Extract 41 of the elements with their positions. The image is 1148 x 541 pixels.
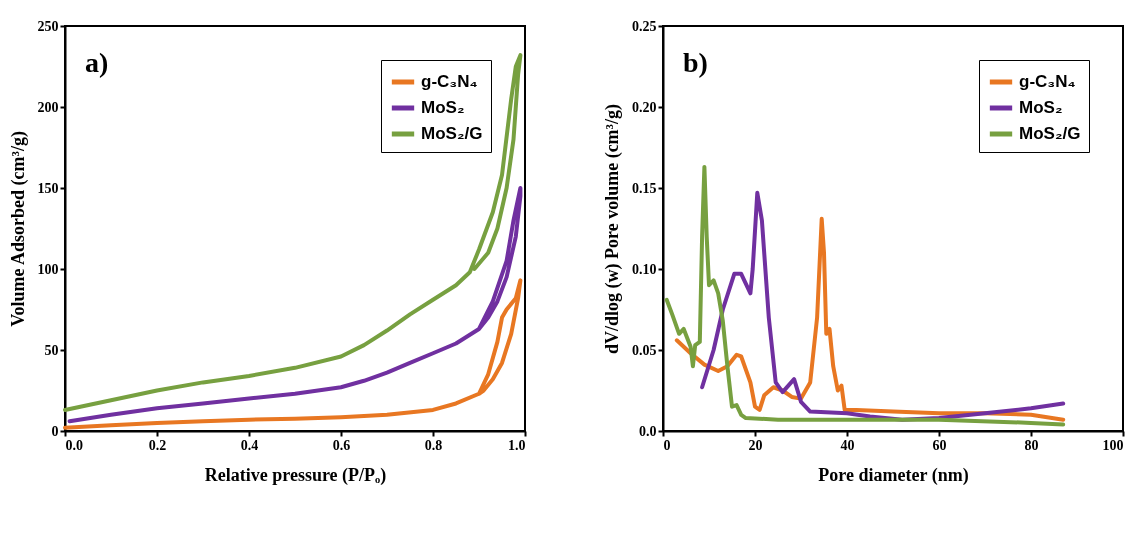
y-tick-label: 150: [37, 180, 59, 196]
legend-label: MoS₂/G: [1019, 124, 1081, 143]
x-tick-label: 0.6: [332, 437, 351, 453]
y-tick-label: 0.0: [639, 423, 657, 439]
y-axis-title: dV/dlog (w) Pore volume (cm³/g): [602, 103, 623, 355]
x-tick-label: 0.8: [424, 437, 443, 453]
x-tick-label: 0.4: [240, 437, 259, 453]
y-tick-label: 0.20: [632, 99, 657, 115]
legend-label: MoS₂: [421, 98, 465, 117]
x-axis-title: Pore diameter (nm): [818, 464, 969, 486]
y-tick-label: 100: [37, 261, 59, 277]
legend-label: g-C₃N₄: [1019, 72, 1076, 91]
x-tick-label: 60: [932, 437, 947, 453]
line-series: [67, 186, 523, 424]
line-series: [63, 278, 523, 430]
x-tick-label: 0.2: [148, 437, 167, 453]
legend-label: MoS₂/G: [421, 124, 483, 143]
x-tick-label: 80: [1024, 437, 1039, 453]
y-tick-label: 0.05: [632, 342, 657, 358]
x-tick-label: 100: [1102, 437, 1124, 453]
y-tick-label: 0: [51, 423, 59, 439]
y-tick-label: 250: [37, 18, 59, 34]
x-tick-label: 1.0: [508, 437, 526, 453]
x-tick-label: 0: [663, 437, 671, 453]
legend-label: g-C₃N₄: [421, 72, 478, 91]
y-axis-title: Volume Adsorbed (cm³/g): [7, 131, 29, 327]
y-tick-label: 200: [37, 99, 59, 115]
y-tick-label: 0.25: [632, 18, 657, 34]
x-tick-label: 0.0: [65, 437, 83, 453]
line-series: [63, 53, 523, 412]
legend-label: MoS₂: [1019, 98, 1063, 117]
line-series: [664, 164, 1066, 427]
x-tick-label: 40: [840, 437, 855, 453]
annotation: a): [85, 47, 109, 78]
y-tick-label: 50: [44, 342, 59, 358]
y-tick-label: 0.10: [632, 261, 657, 277]
x-axis-title: Relative pressure (P/Pₒ): [204, 464, 387, 486]
y-tick-label: 0.15: [632, 180, 657, 196]
x-tick-label: 20: [748, 437, 763, 453]
annotation: b): [683, 47, 708, 78]
line-series: [674, 216, 1066, 422]
